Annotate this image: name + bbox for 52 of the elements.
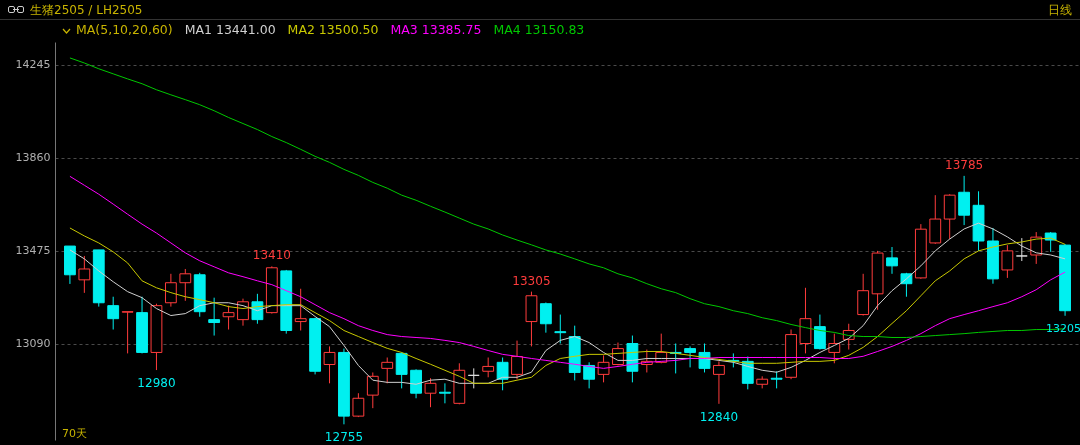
candlestick [208, 297, 221, 337]
text: MA3 13385.75 [390, 22, 482, 37]
candlestick [886, 246, 898, 275]
candlestick [597, 354, 610, 383]
text: MA1 13441.00 [184, 22, 276, 37]
legend-title: MA(5,10,20,60) [76, 22, 173, 37]
annotation: 12980 [137, 376, 176, 391]
candlestick [1015, 237, 1028, 262]
annotation: 13205 [1046, 321, 1080, 335]
text: MA2 13500.50 [287, 22, 379, 37]
candlestick [222, 305, 235, 331]
candlestick [467, 367, 480, 389]
candlestick [813, 314, 826, 351]
candlestick [410, 368, 422, 399]
candlestick [179, 268, 192, 302]
y-tick-label: 13860 [15, 151, 51, 165]
candlestick [424, 377, 437, 408]
candlestick [684, 345, 696, 368]
candlestick [1001, 244, 1014, 279]
chart-title: 生猪2505 / LH2505 [30, 2, 143, 19]
candlestick [439, 382, 451, 404]
candlestick [496, 357, 509, 391]
candlestick [164, 273, 177, 308]
y-tick-label: 13475 [15, 244, 51, 258]
candlestick [395, 351, 408, 389]
annotation: 12840 [699, 409, 739, 424]
annotation: 12755 [324, 430, 364, 445]
candlestick [381, 357, 394, 384]
y-tick-label: 14245 [15, 58, 51, 72]
candlestick [713, 360, 725, 405]
candlestick [958, 175, 971, 226]
candlestick [943, 193, 956, 240]
candlestick [482, 357, 495, 378]
annotation: 13305 [512, 273, 551, 288]
candlestick [857, 273, 870, 317]
chart-subtitle: 日线 [1048, 2, 1072, 19]
candlestick [583, 361, 596, 389]
candlestick [121, 311, 134, 354]
candlestick [929, 194, 942, 245]
y-tick-label: 13090 [15, 337, 51, 351]
candlestick [323, 345, 336, 384]
candlestick [107, 296, 120, 331]
candlestick [294, 288, 307, 331]
candlestick [539, 302, 552, 334]
annotation: 13410 [252, 248, 291, 263]
candlestick [511, 340, 523, 380]
text: MA4 13150.83 [493, 22, 585, 37]
candlestick [366, 371, 379, 409]
annotation: 70天 [62, 426, 87, 441]
candlestick [554, 314, 567, 345]
candlestick [78, 255, 91, 294]
annotation: 13785 [945, 157, 984, 172]
